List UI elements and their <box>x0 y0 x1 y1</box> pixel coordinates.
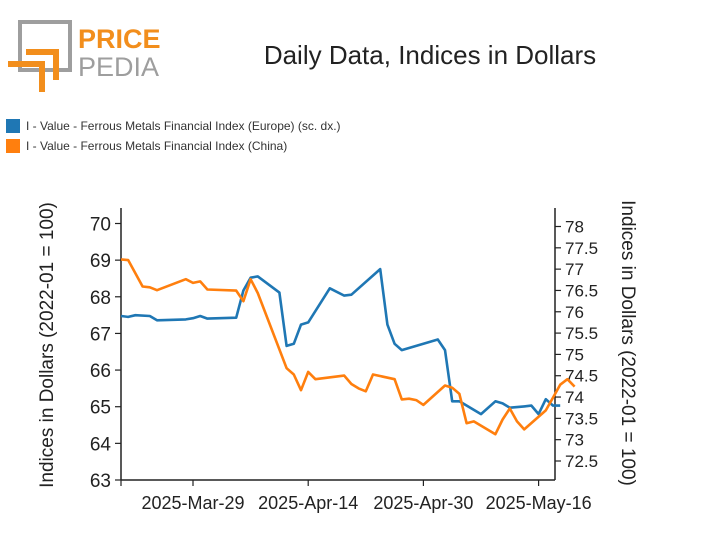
y-tick-label-right: 75.5 <box>565 324 598 343</box>
series-line-europe <box>120 267 561 416</box>
y-tick-label-right: 77 <box>565 260 584 279</box>
legend-label-china: I - Value - Ferrous Metals Financial Ind… <box>26 139 288 153</box>
y-tick-label-right: 74.5 <box>565 367 598 386</box>
x-tick-label: 2025-May-16 <box>486 493 592 513</box>
legend-swatch-china <box>6 139 20 153</box>
y-axis-label-right: Indices in Dollars (2022-01 = 100) <box>617 200 638 486</box>
y-tick-label-right: 78 <box>565 218 584 237</box>
chart-title: Daily Data, Indices in Dollars <box>263 40 597 70</box>
y-tick-label-left: 68 <box>90 288 111 309</box>
y-tick-label-right: 76.5 <box>565 281 598 300</box>
y-tick-label-right: 73 <box>565 431 584 450</box>
y-tick-label-left: 66 <box>90 361 111 382</box>
legend-item-china[interactable]: I - Value - Ferrous Metals Financial Ind… <box>6 139 287 153</box>
y-tick-label-left: 64 <box>90 434 112 455</box>
y-tick-label-left: 70 <box>90 215 111 236</box>
legend-swatch-europe <box>6 119 20 133</box>
y-tick-label-left: 69 <box>90 251 111 272</box>
legend-item-europe[interactable]: I - Value - Ferrous Metals Financial Ind… <box>6 119 341 133</box>
y-tick-label-left: 63 <box>90 471 111 492</box>
x-tick-label: 2025-Apr-30 <box>373 493 473 513</box>
legend-label-europe: I - Value - Ferrous Metals Financial Ind… <box>26 119 341 133</box>
y-tick-label-right: 76 <box>565 303 584 322</box>
y-tick-label-right: 74 <box>565 388 584 407</box>
logo-bracket-inner <box>26 49 59 80</box>
logo-bracket-outer <box>8 61 45 92</box>
y-tick-label-left: 65 <box>90 398 111 419</box>
y-tick-label-right: 73.5 <box>565 409 598 428</box>
y-tick-label-right: 72.5 <box>565 452 598 471</box>
y-axis-label-left: Indices in Dollars (2022-01 = 100) <box>37 202 58 488</box>
series-line-china <box>120 258 576 436</box>
chart-series <box>120 258 576 436</box>
y-tick-label-right: 77.5 <box>565 239 598 258</box>
pricepedia-logo: PRICE PEDIA <box>8 20 161 92</box>
chart-axes: 63 64 65 66 67 68 69 70 72.5 73 73.5 74 74.5 75 75.5 76… <box>37 200 638 513</box>
x-tick-label: 2025-Apr-14 <box>258 493 358 513</box>
logo-text-pedia: PEDIA <box>78 52 159 82</box>
y-tick-label-left: 67 <box>90 324 111 345</box>
y-tick-label-right: 75 <box>565 345 584 364</box>
logo-text-price: PRICE <box>78 24 161 54</box>
x-tick-label: 2025-Mar-29 <box>141 493 244 513</box>
